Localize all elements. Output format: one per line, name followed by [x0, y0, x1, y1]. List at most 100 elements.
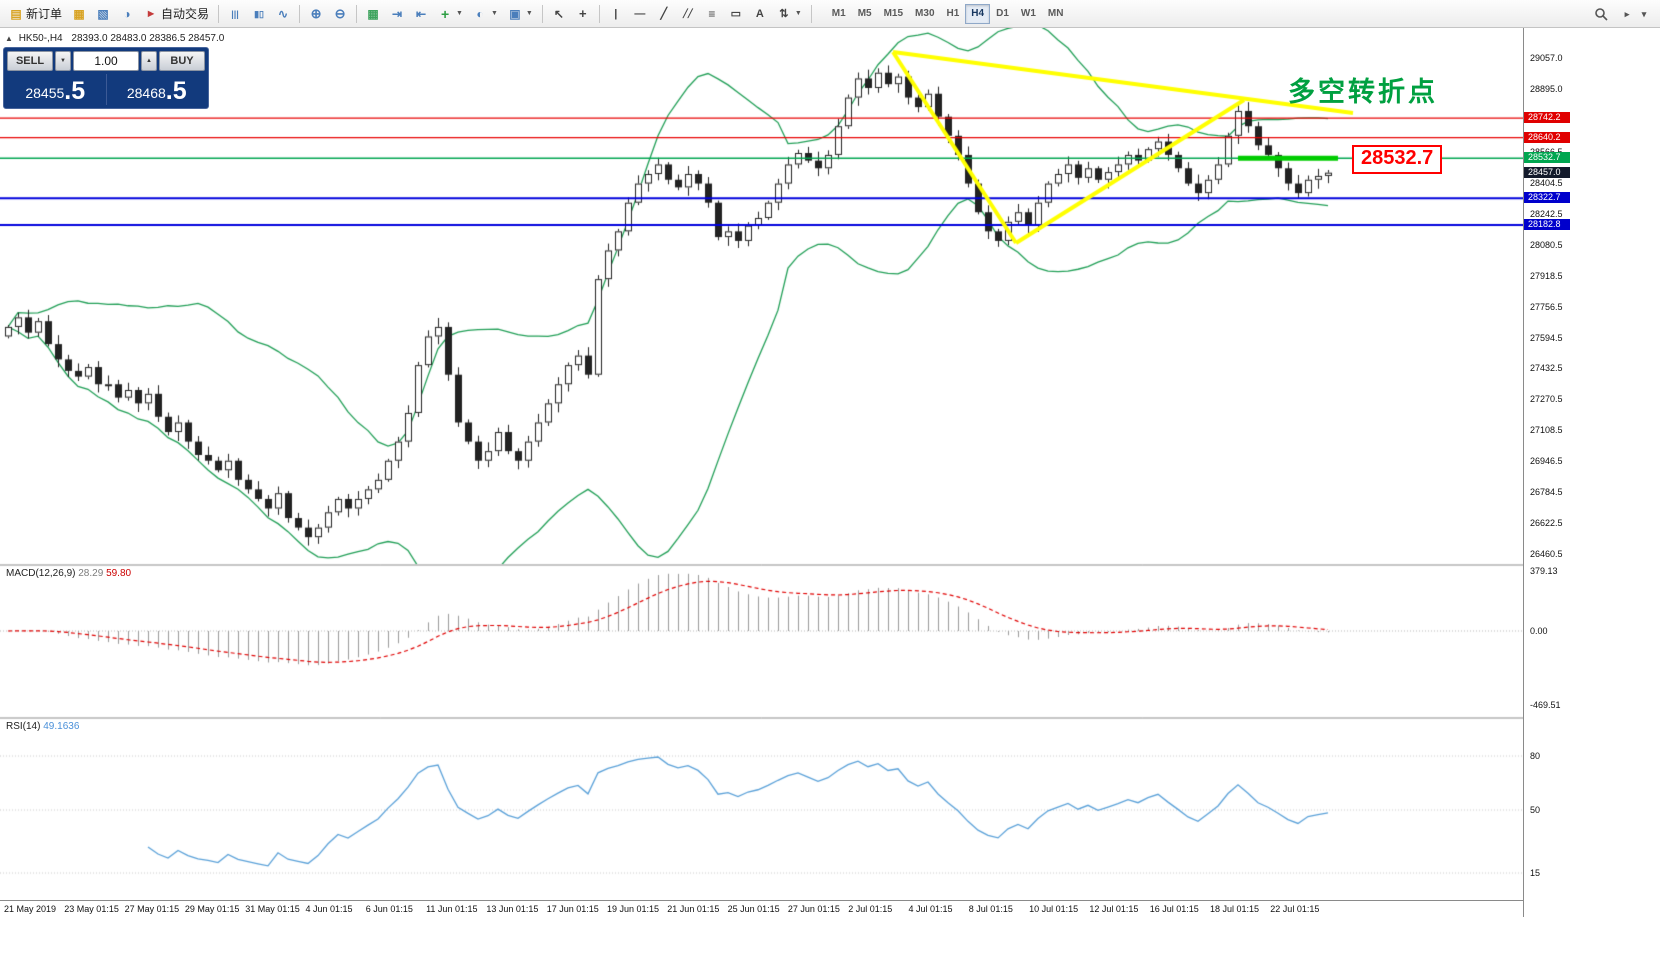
chart-window: ▲ HK50-,H4 28393.0 28483.0 28386.5 28457… — [0, 28, 1660, 917]
bid-price[interactable]: 28455 .5 — [7, 74, 104, 105]
templates-icon[interactable]: ▣ ▼ — [503, 3, 538, 25]
axis-label: 27432.5 — [1530, 363, 1563, 374]
macd-name: MACD(12,26,9) — [6, 568, 76, 579]
crosshair-icon[interactable]: + — [571, 3, 595, 25]
tile-windows-icon: ▦ — [367, 6, 379, 21]
text-label-icon[interactable]: A — [748, 3, 772, 25]
chevron-right-icon: ▸ — [1624, 8, 1630, 19]
buy-button[interactable]: BUY — [159, 51, 205, 71]
auto-trading-button[interactable]: ► 自动交易 — [139, 3, 214, 25]
timeframe-button-w1[interactable]: W1 — [1020, 8, 1036, 19]
axis-label: 26622.5 — [1530, 518, 1563, 529]
chart-canvas[interactable] — [0, 28, 1523, 900]
time-axis-label: 31 May 01:15 — [245, 904, 300, 914]
toolbar-overflow-button[interactable]: ▸ ▾ — [1615, 3, 1656, 25]
new-order-icon: ▤ — [10, 6, 22, 21]
axis-label: 28080.5 — [1530, 239, 1563, 250]
auto-trading-icon: ► — [145, 7, 157, 20]
tile-windows-icon[interactable]: ▦ — [361, 3, 385, 25]
arrow-label-icon[interactable]: ⇅ ▼ — [772, 3, 807, 25]
shapes-icon[interactable]: ▭ — [724, 3, 748, 25]
ask-fraction: .5 — [165, 77, 187, 105]
time-axis-label: 21 Jun 01:15 — [667, 904, 720, 914]
main-toolbar: ▤ 新订单 ▦ ▧ ◑ ► 自动交易 ||| ▮▯ ∿ ⊕ ⊖ ▦ ⇥ ⇤ + ▼ ◐ ▼ ▣ ▼ ↖ + | — ╱ ╱╱ ≡ ▭ A ⇅… — [0, 0, 1660, 28]
time-axis-label: 4 Jun 01:15 — [305, 904, 353, 914]
time-axis-label: 27 Jun 01:15 — [787, 904, 840, 914]
fibonacci-icon: ≡ — [708, 6, 716, 21]
volume-dropdown-button[interactable]: ▼ — [55, 51, 71, 71]
price-axis[interactable]: 29057.0 28895.0 28566.5 28404.5 28242.5 28080… — [1523, 28, 1660, 917]
text-label-icon: A — [755, 7, 764, 20]
chart-ohlc-values: 28393.0 28483.0 28386.5 28457.0 — [71, 33, 225, 44]
timeframe-button-m15[interactable]: M15 — [883, 8, 904, 19]
chart-annotation-text[interactable]: 多空转折点 — [1288, 77, 1438, 107]
candlestick-chart-icon: ▮▯ — [254, 8, 264, 19]
toolbar-buttons: ▤ 新订单 ▦ ▧ ◑ ► 自动交易 ||| ▮▯ ∿ ⊕ ⊖ ▦ ⇥ ⇤ + ▼ ◐ ▼ ▣ ▼ ↖ + | — ╱ ╱╱ ≡ ▭ A ⇅… — [4, 3, 816, 25]
time-axis-label: 11 Jun 01:15 — [426, 904, 478, 914]
toolbar-separator — [299, 4, 301, 23]
profiles-icon[interactable]: ▧ — [91, 3, 115, 25]
channel-icon: ╱╱ — [683, 8, 693, 18]
cursor-icon[interactable]: ↖ — [547, 3, 571, 25]
chart-area[interactable]: ▲ HK50-,H4 28393.0 28483.0 28386.5 28457… — [0, 28, 1523, 900]
timeframe-button-m5[interactable]: M5 — [857, 8, 872, 19]
candlestick-chart-icon[interactable]: ▮▯ — [247, 3, 271, 25]
axis-label: 27270.5 — [1530, 394, 1563, 405]
timeframe-button-mn[interactable]: MN — [1047, 8, 1064, 19]
zoom-in-icon[interactable]: ⊕ — [304, 3, 328, 25]
chart-shift-icon[interactable]: ⇤ — [409, 3, 433, 25]
timeframe-button-d1[interactable]: D1 — [996, 8, 1009, 19]
axis-label: 29057.0 — [1530, 53, 1563, 63]
line-chart-icon[interactable]: ∿ — [271, 3, 295, 25]
rsi-value: 49.1636 — [43, 721, 80, 732]
macd-value-signal: 59.80 — [106, 568, 132, 579]
axis-label: 27918.5 — [1530, 270, 1563, 281]
price-line-label: 28640.2 — [1524, 131, 1570, 143]
timeframe-button-m30[interactable]: M30 — [915, 8, 935, 19]
time-axis-label: 13 Jun 01:15 — [486, 904, 539, 914]
chevron-down-icon[interactable]: ▼ — [456, 10, 463, 17]
sell-button[interactable]: SELL — [7, 51, 53, 71]
axis-label: 28566.5 — [1530, 147, 1563, 157]
toolbar-separator — [356, 4, 358, 23]
new-order-button[interactable]: ▤ 新订单 — [4, 3, 67, 25]
zoom-out-icon[interactable]: ⊖ — [328, 3, 352, 25]
toolbar-separator — [218, 4, 220, 23]
time-axis[interactable]: 21 May 2019 23 May 01:15 27 May 01:15 29 Ma… — [0, 900, 1523, 917]
market-watch-icon[interactable]: ◑ — [115, 3, 139, 25]
axis-label: 27756.5 — [1530, 301, 1563, 312]
new-order-button-label: 新订单 — [26, 7, 63, 21]
axis-label: 379.13 — [1530, 566, 1558, 577]
indicators-icon[interactable]: + ▼ — [433, 3, 468, 25]
chevron-down-icon[interactable]: ▼ — [525, 10, 533, 17]
time-axis-label: 29 May 01:15 — [184, 904, 240, 914]
search-button[interactable] — [1589, 3, 1613, 25]
fibonacci-icon[interactable]: ≡ — [700, 3, 724, 25]
channel-icon[interactable]: ╱╱ — [676, 3, 700, 25]
chart-shift-icon: ⇤ — [416, 6, 427, 21]
time-axis-label: 18 Jul 01:15 — [1210, 904, 1260, 914]
chevron-down-icon[interactable]: ▼ — [490, 10, 498, 17]
ask-price[interactable]: 28468 .5 — [109, 74, 206, 105]
chevron-down-icon: ▾ — [1641, 8, 1647, 19]
volume-up-button[interactable]: ▲ — [141, 51, 157, 71]
timeframe-button-h1[interactable]: H1 — [946, 8, 960, 19]
charts-icon: ▦ — [73, 6, 85, 21]
vertical-line-icon[interactable]: | — [604, 3, 628, 25]
horizontal-line-icon[interactable]: — — [628, 3, 652, 25]
templates-icon: ▣ — [509, 6, 521, 21]
volume-input[interactable]: 1.00 — [73, 51, 139, 71]
timeframe-button-h4[interactable]: H4 — [965, 3, 991, 24]
axis-label: 15 — [1530, 868, 1541, 878]
price-callout-box[interactable]: 28532.7 — [1352, 145, 1443, 174]
periods-icon[interactable]: ◐ ▼ — [468, 3, 503, 25]
chevron-down-icon[interactable]: ▼ — [794, 10, 802, 17]
auto-scroll-icon[interactable]: ⇥ — [385, 3, 409, 25]
charts-icon[interactable]: ▦ — [67, 3, 91, 25]
toolbar-right: ▸ ▾ — [1589, 3, 1656, 25]
bar-chart-icon[interactable]: ||| — [223, 3, 247, 25]
one-click-collapse-arrow[interactable]: ▲ — [5, 34, 13, 43]
timeframe-button-m1[interactable]: M1 — [831, 8, 846, 19]
trendline-icon[interactable]: ╱ — [652, 3, 676, 25]
zoom-in-icon: ⊕ — [310, 5, 322, 21]
